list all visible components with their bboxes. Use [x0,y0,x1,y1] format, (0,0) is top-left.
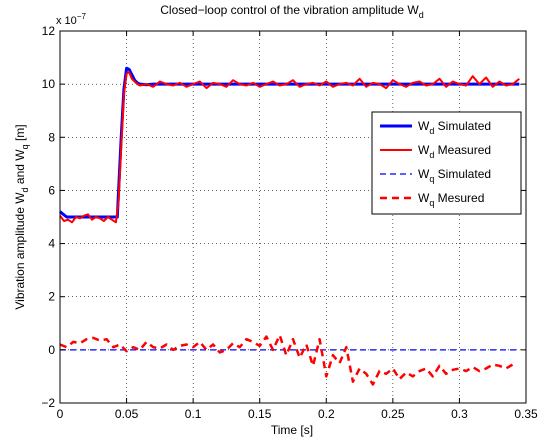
legend-label-4: Wq Mesured [418,191,484,208]
ylabel-sub-d: d [20,187,30,192]
y-exponent-power: −7 [77,12,87,21]
ylabel-part-1: Vibration amplitude W [13,192,27,310]
ylabel-part-5: [m] [13,124,27,144]
series-line-2 [59,71,520,224]
x-tick-label: 0.3 [451,407,468,421]
x-tick-label: 0.35 [514,407,538,421]
axes-box [59,30,527,404]
y-exponent-base: x 10 [56,15,77,27]
y-tick-label: 10 [42,77,56,91]
legend-label-2: Wd Measured [418,143,491,160]
y-tick-label: 8 [48,130,55,144]
legend-label-1: Wd Simulated [418,119,491,136]
x-tick-label: 0 [57,407,64,421]
legend: Wd Simulated Wd Measured Wq Simulated Wq Me… [371,111,522,215]
x-tick-label: 0.25 [381,407,405,421]
title-subscript: d [419,10,424,20]
y-tick-label: 12 [42,24,56,38]
ylabel-sub-q: q [20,144,30,149]
y-tick-label: 4 [48,237,55,251]
legend-label-3: Wq Simulated [418,167,491,184]
y-axis-label: Vibration amplitude Wd and Wq [m] [13,124,30,309]
x-tick-label: 0.15 [248,407,272,421]
y-tick-label: 0 [48,343,55,357]
ylabel-part-3: and W [13,149,27,188]
y-tick-label: −2 [41,396,55,410]
y-tick-label: 2 [48,290,55,304]
x-tick-label: 0.2 [318,407,335,421]
x-tick-label: 0.05 [115,407,139,421]
series-lines [59,66,520,386]
series-line-4 [59,333,514,386]
x-axis-label: Time [s] [271,423,313,437]
y-tick-label: 6 [48,183,55,197]
chart-title: Closed−loop control of the vibration amp… [160,3,424,20]
y-exponent-label: x 10−7 [56,12,86,27]
series-line-1 [59,66,520,219]
grid-lines [59,30,527,404]
title-main: Closed−loop control of the vibration amp… [160,3,419,17]
x-tick-label: 0.1 [185,407,202,421]
